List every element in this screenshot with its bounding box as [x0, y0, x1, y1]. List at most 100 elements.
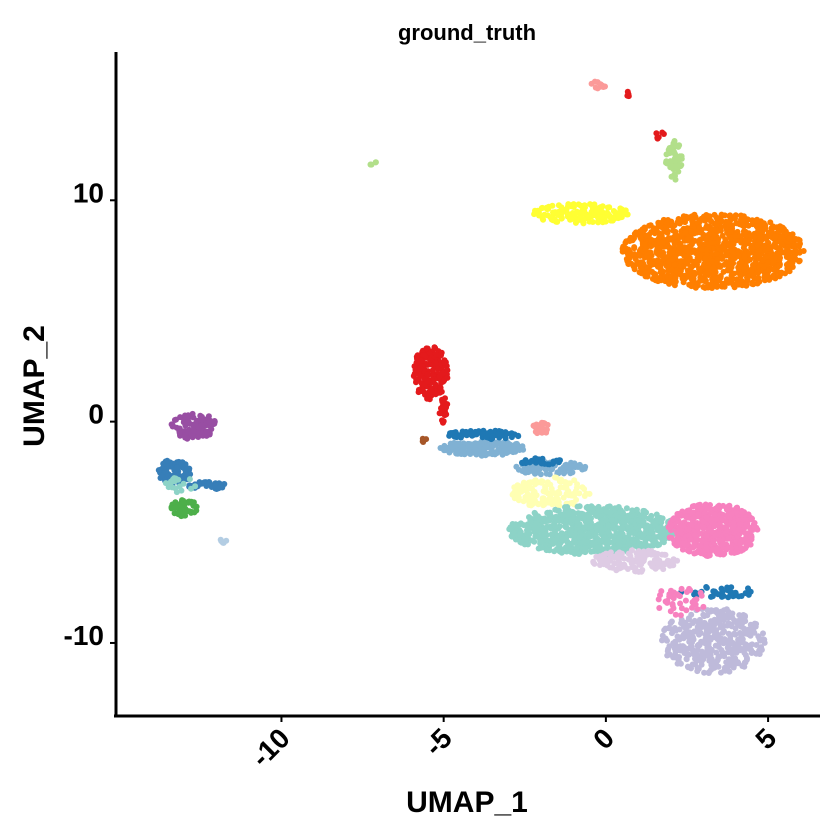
- cluster-0-point: [729, 248, 736, 255]
- cluster-19-point: [688, 642, 695, 649]
- cluster-0-point: [677, 267, 684, 274]
- y-tick-label: 10: [73, 177, 104, 208]
- cluster-17-point: [685, 547, 691, 554]
- cluster-19-point: [671, 625, 678, 631]
- cluster-18-point: [618, 551, 625, 558]
- cluster-16-point: [531, 523, 538, 530]
- cluster-21-point: [698, 592, 705, 599]
- cluster-17-point: [712, 505, 719, 512]
- cluster-0-point: [731, 254, 738, 261]
- cluster-19-point: [736, 620, 743, 627]
- cluster-23-point: [183, 471, 190, 478]
- cluster-0-point: [791, 242, 798, 249]
- cluster-9-point: [477, 449, 484, 456]
- cluster-19-point: [714, 636, 721, 643]
- cluster-0-point: [761, 274, 768, 281]
- cluster-0-point: [663, 254, 670, 261]
- cluster-16-point: [588, 548, 595, 555]
- cluster-10-point: [562, 463, 569, 470]
- cluster-19-point: [721, 636, 728, 643]
- cluster-0-point: [778, 241, 785, 248]
- cluster-0-point: [742, 228, 749, 235]
- cluster-0-point: [697, 229, 703, 236]
- cluster-1-point: [566, 202, 572, 209]
- cluster-12-point: [550, 458, 557, 465]
- cluster-8-point: [440, 418, 447, 425]
- cluster-2-point: [673, 142, 680, 149]
- cluster-19-point: [697, 624, 704, 631]
- cluster-16-point: [520, 522, 527, 529]
- cluster-18-point: [649, 560, 656, 567]
- cluster-16-point: [625, 540, 632, 547]
- cluster-17-point: [711, 511, 718, 518]
- cluster-0-point: [696, 254, 703, 261]
- cluster-18-point: [615, 557, 622, 564]
- cluster-20-point: [745, 591, 752, 598]
- cluster-15-point: [581, 493, 588, 499]
- cluster-10-point: [560, 470, 567, 477]
- cluster-16-point: [633, 506, 640, 513]
- cluster-19-point: [751, 620, 758, 627]
- cluster-16-point: [532, 533, 539, 540]
- cluster-0-point: [756, 237, 763, 244]
- cluster-0-point: [689, 248, 696, 255]
- cluster-16-point: [562, 544, 569, 551]
- cluster-22-point: [169, 422, 176, 429]
- cluster-19-point: [729, 639, 736, 646]
- cluster-18-point: [603, 561, 610, 568]
- cluster-19-point: [691, 628, 698, 635]
- cluster-18-point: [597, 558, 604, 564]
- cluster-7-point: [437, 352, 444, 359]
- cluster-23-point: [174, 464, 181, 471]
- cluster-19-point: [667, 620, 674, 626]
- cluster-19-point: [685, 664, 692, 671]
- cluster-22-point: [177, 414, 184, 421]
- cluster-0-point: [732, 215, 738, 222]
- cluster-0-point: [741, 266, 748, 273]
- cluster-16-point: [539, 526, 546, 533]
- cluster-2-point: [667, 164, 674, 171]
- cluster-19-point: [682, 619, 689, 626]
- cluster-9-point: [456, 441, 463, 448]
- cluster-0-point: [631, 244, 638, 251]
- cluster-20-point: [728, 584, 735, 591]
- cluster-0-point: [730, 241, 737, 248]
- cluster-19-point: [715, 618, 722, 625]
- cluster-17-point: [667, 523, 674, 530]
- cluster-0-point: [713, 214, 720, 221]
- cluster-0-point: [717, 263, 724, 270]
- cluster-17-point: [703, 543, 710, 550]
- cluster-1-point: [573, 209, 580, 216]
- cluster-16-point: [538, 544, 545, 551]
- cluster-0-point: [648, 243, 655, 250]
- cluster-17-point: [739, 509, 746, 516]
- cluster-1-point: [552, 216, 558, 223]
- cluster-16-point: [660, 539, 667, 546]
- cluster-1-point: [539, 204, 546, 211]
- cluster-7-point: [418, 357, 424, 364]
- cluster-7-point: [436, 389, 443, 396]
- cluster-0-point: [755, 268, 762, 275]
- cluster-7-point: [412, 366, 419, 373]
- cluster-17-point: [691, 539, 698, 546]
- cluster-24-point: [216, 483, 223, 490]
- cluster-0-point: [716, 277, 723, 284]
- cluster-12-point: [538, 460, 545, 467]
- cluster-18-point: [661, 560, 667, 567]
- cluster-11-point: [480, 430, 486, 437]
- cluster-21-point: [655, 596, 662, 603]
- cluster-0-point: [675, 249, 682, 256]
- cluster-11-point: [495, 431, 502, 438]
- cluster-9-point: [453, 447, 460, 454]
- cluster-0-point: [657, 245, 664, 251]
- cluster-16-point: [589, 540, 596, 547]
- cluster-19-point: [708, 618, 714, 625]
- cluster-15-point: [530, 498, 537, 505]
- cluster-16-point: [609, 523, 616, 530]
- cluster-0-point: [735, 264, 742, 271]
- cluster-15-point: [574, 481, 581, 488]
- cluster-0-point: [703, 247, 710, 254]
- cluster-17-point: [692, 532, 699, 539]
- cluster-0-point: [674, 219, 681, 225]
- cluster-7-point: [415, 389, 422, 396]
